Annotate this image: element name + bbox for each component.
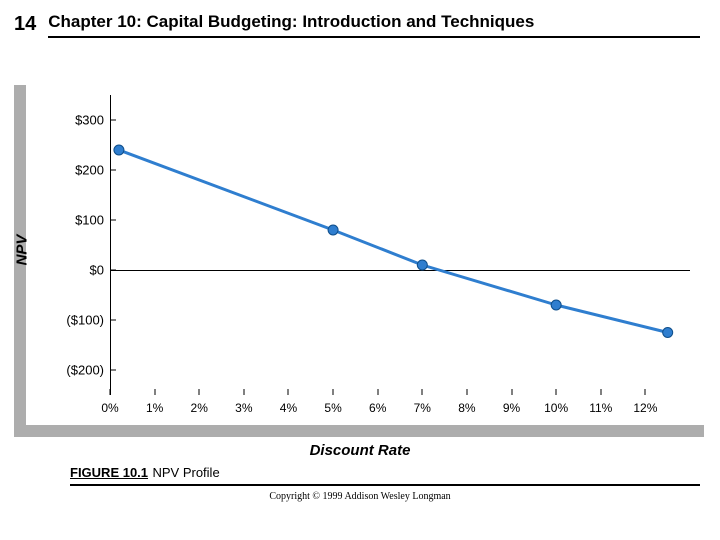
data-point-marker	[663, 328, 673, 338]
x-tick-label: 12%	[633, 401, 657, 415]
x-tick-label: 10%	[544, 401, 568, 415]
figure-label: FIGURE 10.1	[70, 465, 148, 480]
x-tick-label: 9%	[503, 401, 520, 415]
data-point-marker	[417, 260, 427, 270]
slide-page: 14 Chapter 10: Capital Budgeting: Introd…	[0, 0, 720, 540]
x-tick-label: 0%	[101, 401, 118, 415]
y-tick-label: $300	[75, 113, 104, 128]
x-tick-label: 6%	[369, 401, 386, 415]
npv-line-series	[110, 95, 690, 395]
x-axis-bar	[14, 425, 704, 437]
slide-header: 14 Chapter 10: Capital Budgeting: Introd…	[14, 12, 700, 38]
figure-caption: FIGURE 10.1 NPV Profile	[70, 464, 700, 486]
npv-chart-plot: $300$200$100$0($100)($200)0%1%2%3%4%5%6%…	[110, 95, 690, 395]
x-axis-label: Discount Rate	[310, 442, 411, 459]
figure-title: NPV Profile	[152, 465, 219, 480]
x-tick-label: 7%	[414, 401, 431, 415]
data-point-marker	[114, 145, 124, 155]
copyright-text: Copyright © 1999 Addison Wesley Longman	[269, 491, 450, 502]
y-tick-label: $0	[90, 263, 104, 278]
y-tick-label: ($100)	[66, 313, 104, 328]
data-point-marker	[551, 300, 561, 310]
x-tick-label: 5%	[324, 401, 341, 415]
x-tick-label: 2%	[191, 401, 208, 415]
x-tick-label: 11%	[589, 401, 612, 415]
y-axis-label: NPV	[14, 235, 31, 266]
y-tick-label: $100	[75, 213, 104, 228]
chapter-title: Chapter 10: Capital Budgeting: Introduct…	[48, 12, 700, 38]
y-tick-label: $200	[75, 163, 104, 178]
x-tick-label: 1%	[146, 401, 163, 415]
data-point-marker	[328, 225, 338, 235]
x-tick-label: 3%	[235, 401, 252, 415]
page-number: 14	[14, 13, 36, 38]
y-tick-label: ($200)	[66, 363, 104, 378]
x-tick-label: 8%	[458, 401, 475, 415]
x-tick-label: 4%	[280, 401, 297, 415]
